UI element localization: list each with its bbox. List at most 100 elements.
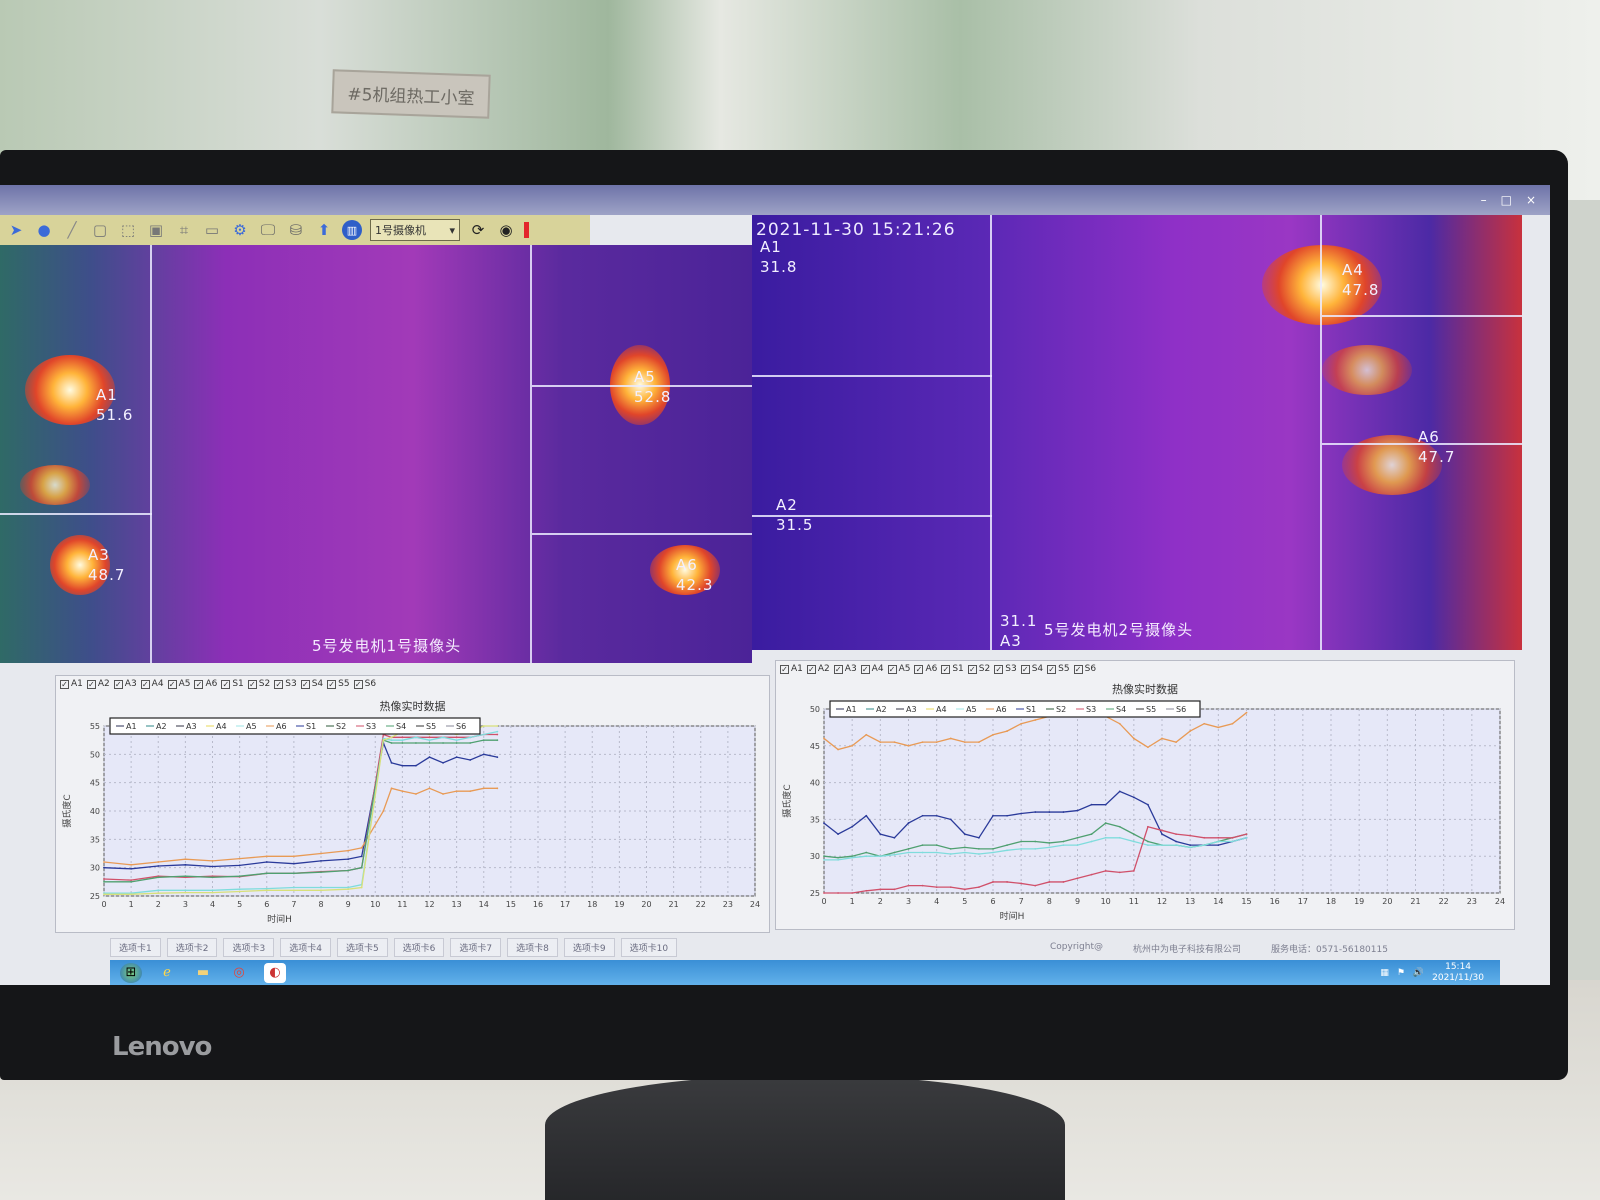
checkbox-checked-icon[interactable]: ✓: [274, 679, 284, 689]
zoom-icon[interactable]: ⬚: [120, 221, 136, 239]
series-checkbox-a2[interactable]: ✓ A2: [86, 679, 110, 689]
monitor-icon[interactable]: 🖵: [260, 221, 276, 239]
checkbox-checked-icon[interactable]: ✓: [60, 679, 69, 689]
series-checkbox-a6[interactable]: ✓ A6: [194, 679, 217, 689]
series-checkbox-s4[interactable]: ✓ S4: [300, 679, 323, 689]
series-checkbox-a2[interactable]: ✓ A2: [806, 664, 830, 674]
tab-8[interactable]: 选项卡8: [507, 938, 558, 957]
x-tick-label: 4: [934, 897, 939, 906]
record-indicator[interactable]: [524, 222, 529, 238]
checkbox-checked-icon[interactable]: ✓: [780, 664, 789, 674]
checkbox-checked-icon[interactable]: ✓: [1073, 664, 1083, 674]
window-icon[interactable]: ▭: [204, 221, 220, 239]
series-checkbox-s3[interactable]: ✓ S3: [274, 679, 297, 689]
checkbox-checked-icon[interactable]: ✓: [914, 664, 924, 674]
thermal-app-icon[interactable]: ◐: [264, 962, 286, 983]
checkbox-checked-icon[interactable]: ✓: [221, 679, 231, 689]
folder-icon[interactable]: ▬: [196, 965, 210, 980]
line-tool-icon[interactable]: ╱: [67, 221, 77, 239]
series-checkbox-a4[interactable]: ✓ A4: [140, 679, 164, 689]
legend-label-a1: A1: [126, 722, 137, 731]
volume-icon[interactable]: 🔊: [1412, 967, 1425, 978]
data-point-s4: [130, 880, 133, 883]
checkbox-checked-icon[interactable]: ✓: [113, 679, 123, 689]
series-checkbox-s1[interactable]: ✓ S1: [941, 664, 964, 674]
series-checkbox-s3[interactable]: ✓ S3: [994, 664, 1017, 674]
camera-select[interactable]: 1号摄像机 ▾: [370, 219, 460, 241]
checkbox-checked-icon[interactable]: ✓: [1047, 664, 1057, 674]
data-point-s1: [1062, 811, 1065, 813]
start-button-icon[interactable]: ⊞: [120, 962, 142, 983]
legend-label-s3: S3: [366, 722, 376, 731]
minimize-button[interactable]: –: [1480, 193, 1487, 207]
tab-3[interactable]: 选项卡3: [223, 938, 275, 957]
tab-6[interactable]: 选项卡6: [393, 938, 445, 957]
checkbox-checked-icon[interactable]: ✓: [967, 664, 977, 674]
checkbox-checked-icon[interactable]: ✓: [994, 664, 1004, 674]
tab-5[interactable]: 选项卡5: [336, 938, 388, 957]
chrome-icon[interactable]: ◎: [233, 965, 245, 980]
series-checkbox-s1[interactable]: ✓ S1: [221, 679, 244, 689]
checkbox-checked-icon[interactable]: ✓: [887, 664, 897, 674]
series-checkbox-a6[interactable]: ✓ A6: [914, 664, 937, 674]
clock[interactable]: 15:14 2021/11/30: [1432, 962, 1484, 984]
series-checkbox-s5[interactable]: ✓ S5: [327, 679, 350, 689]
series-checkbox-s6[interactable]: ✓ S6: [1073, 664, 1096, 674]
series-checkbox-a1[interactable]: ✓ A1: [780, 664, 803, 674]
series-checkbox-a3[interactable]: ✓ A3: [833, 664, 857, 674]
data-point-a6: [879, 741, 882, 744]
close-button[interactable]: ×: [1525, 193, 1536, 207]
checkbox-checked-icon[interactable]: ✓: [194, 679, 204, 689]
circle-tool-icon[interactable]: ●: [37, 221, 51, 239]
x-tick-label: 0: [821, 897, 826, 906]
tab-10[interactable]: 选项卡10: [620, 938, 678, 957]
checkbox-checked-icon[interactable]: ✓: [167, 679, 177, 689]
thermal-view-camera-2[interactable]: 2021-11-30 15:21:26 A1 31.8 A2 31.5 31.1 A3…: [752, 215, 1522, 650]
tab-1[interactable]: 选项卡1: [110, 938, 161, 957]
pointer-icon[interactable]: ➤: [9, 221, 23, 239]
data-point-s1: [1175, 840, 1177, 843]
tab-7[interactable]: 选项卡7: [450, 938, 502, 957]
database-icon[interactable]: ⛁: [289, 221, 303, 239]
series-checkbox-a3[interactable]: ✓ A3: [113, 679, 137, 689]
crop-icon[interactable]: ⌗: [179, 221, 189, 239]
series-checkbox-a5[interactable]: ✓ A5: [887, 664, 910, 674]
series-checkbox-s2[interactable]: ✓ S2: [247, 679, 270, 689]
series-checkbox-a4[interactable]: ✓ A4: [860, 664, 884, 674]
series-checkbox-s4[interactable]: ✓ S4: [1020, 664, 1043, 674]
ie-browser-icon[interactable]: ℯ: [163, 965, 171, 980]
checkbox-checked-icon[interactable]: ✓: [1020, 664, 1030, 674]
tab-2[interactable]: 选项卡2: [166, 938, 218, 957]
series-checkbox-a5[interactable]: ✓ A5: [167, 679, 190, 689]
status-bar: Copyright@ 杭州中为电子科技有限公司 服务电话：0571-561801…: [1050, 942, 1388, 955]
checkbox-checked-icon[interactable]: ✓: [247, 679, 257, 689]
chart-icon[interactable]: ▥: [342, 220, 362, 240]
gear-icon[interactable]: ⚙: [233, 221, 247, 239]
taskbar: ⊞ ℯ ▬ ◎ ◐ ▦ ⚑ 🔊 15:14 2021/11/30: [110, 960, 1500, 985]
series-checkbox-s5[interactable]: ✓ S5: [1047, 664, 1070, 674]
y-tick-label: 25: [810, 889, 820, 898]
maximize-button[interactable]: □: [1500, 193, 1512, 207]
upload-icon[interactable]: ⬆: [317, 221, 331, 239]
rect-tool-icon[interactable]: ▢: [92, 221, 108, 239]
checkbox-checked-icon[interactable]: ✓: [941, 664, 951, 674]
flag-icon[interactable]: ⚑: [1396, 967, 1405, 978]
checkbox-checked-icon[interactable]: ✓: [860, 664, 870, 674]
checkbox-checked-icon[interactable]: ✓: [327, 679, 337, 689]
frame-icon[interactable]: ▣: [148, 221, 164, 239]
series-checkbox-a1[interactable]: ✓ A1: [60, 679, 83, 689]
refresh-icon[interactable]: ⟳: [471, 221, 485, 239]
network-icon[interactable]: ▦: [1380, 967, 1389, 978]
camera-icon[interactable]: ◉: [499, 221, 513, 239]
checkbox-checked-icon[interactable]: ✓: [86, 679, 96, 689]
tab-9[interactable]: 选项卡9: [563, 938, 615, 957]
tab-4[interactable]: 选项卡4: [280, 938, 331, 957]
checkbox-checked-icon[interactable]: ✓: [140, 679, 150, 689]
checkbox-checked-icon[interactable]: ✓: [806, 664, 816, 674]
checkbox-checked-icon[interactable]: ✓: [353, 679, 363, 689]
thermal-view-camera-1[interactable]: A1 51.6 A3 48.7 A5 52.8 A6 42.3 5号发电机1号摄像头: [0, 245, 752, 663]
series-checkbox-s2[interactable]: ✓ S2: [967, 664, 990, 674]
checkbox-checked-icon[interactable]: ✓: [833, 664, 843, 674]
checkbox-checked-icon[interactable]: ✓: [300, 679, 310, 689]
series-checkbox-s6[interactable]: ✓ S6: [353, 679, 376, 689]
